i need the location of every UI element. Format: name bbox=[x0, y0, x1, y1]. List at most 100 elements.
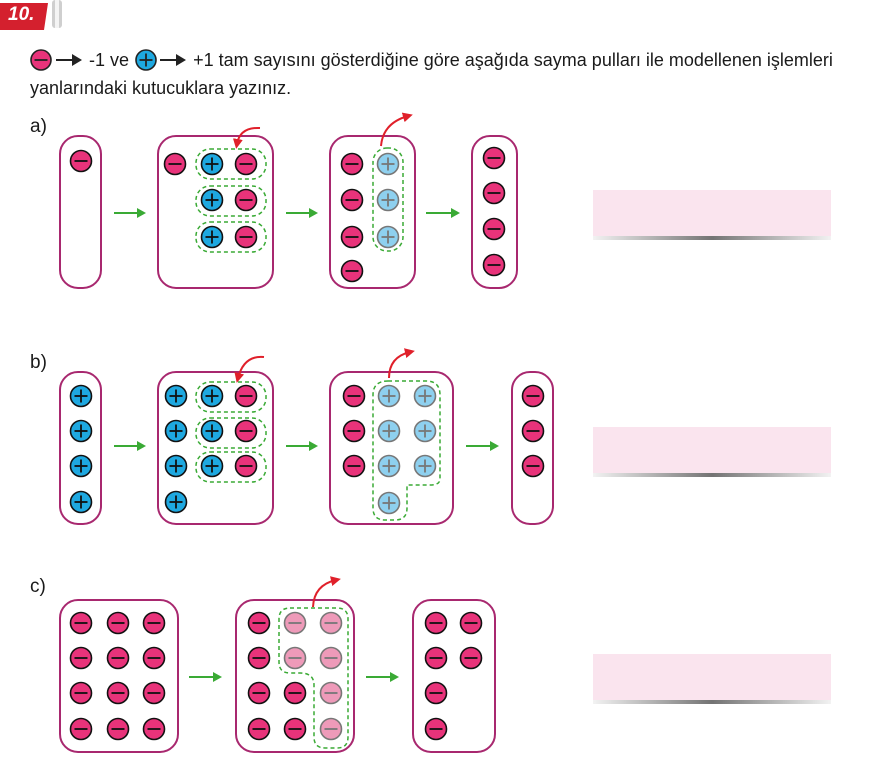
negative-chip bbox=[69, 611, 93, 635]
negative-chip bbox=[521, 454, 545, 478]
zero-pair-group bbox=[195, 221, 267, 253]
negative-chip bbox=[340, 188, 364, 212]
part-a-label: a) bbox=[30, 116, 47, 137]
negative-chip bbox=[482, 217, 506, 241]
question-prompt: -1 ve +1 tam sayısını gösterdiğine göre … bbox=[30, 46, 875, 102]
a-box-2 bbox=[157, 135, 274, 289]
step-arrow bbox=[114, 441, 146, 451]
negative-chip bbox=[424, 646, 448, 670]
c-box-1 bbox=[59, 599, 179, 753]
negative-chip bbox=[247, 646, 271, 670]
step-arrow bbox=[286, 441, 318, 451]
question-badge bbox=[0, 0, 62, 30]
negative-chip bbox=[69, 717, 93, 741]
step-arrow bbox=[426, 208, 460, 218]
removed-negative-chip bbox=[283, 611, 307, 635]
negative-chip bbox=[459, 611, 483, 635]
plus-chip-icon bbox=[135, 49, 157, 71]
zero-pair-group bbox=[195, 185, 267, 217]
negative-chip bbox=[234, 152, 258, 176]
a-box-3 bbox=[329, 135, 416, 289]
removed-negative-chip bbox=[319, 717, 343, 741]
a-box-1 bbox=[59, 135, 102, 289]
zero-pair-group bbox=[195, 148, 267, 180]
negative-chip bbox=[340, 152, 364, 176]
negative-chip bbox=[234, 188, 258, 212]
positive-chip bbox=[200, 225, 224, 249]
negative-chip bbox=[283, 717, 307, 741]
removed-group-outline bbox=[278, 607, 349, 749]
negative-chip bbox=[234, 419, 258, 443]
positive-chip bbox=[200, 384, 224, 408]
negative-chip bbox=[142, 646, 166, 670]
minus-chip-icon bbox=[30, 49, 52, 71]
negative-chip bbox=[234, 225, 258, 249]
negative-chip bbox=[142, 611, 166, 635]
removed-group-outline bbox=[372, 147, 404, 252]
negative-chip bbox=[342, 384, 366, 408]
negative-chip bbox=[106, 717, 130, 741]
positive-chip bbox=[200, 454, 224, 478]
removed-negative-chip bbox=[283, 646, 307, 670]
negative-chip bbox=[482, 181, 506, 205]
positive-chip bbox=[164, 454, 188, 478]
removal-arrow bbox=[380, 112, 413, 147]
removed-group-outline bbox=[372, 380, 441, 521]
negative-chip bbox=[69, 149, 93, 173]
removed-negative-chip bbox=[319, 681, 343, 705]
zero-pair-group bbox=[195, 381, 267, 413]
removal-arrow bbox=[232, 126, 261, 149]
answer-box-c[interactable] bbox=[593, 654, 831, 704]
negative-chip bbox=[340, 225, 364, 249]
b-box-3 bbox=[329, 371, 454, 525]
negative-chip bbox=[424, 717, 448, 741]
negative-chip bbox=[247, 681, 271, 705]
positive-chip bbox=[69, 384, 93, 408]
zero-pair-group bbox=[195, 451, 267, 483]
step-arrow bbox=[466, 441, 499, 451]
answer-box-a[interactable] bbox=[593, 190, 831, 240]
step-arrow bbox=[114, 208, 146, 218]
negative-chip bbox=[106, 681, 130, 705]
negative-chip bbox=[521, 384, 545, 408]
step-arrow bbox=[366, 672, 399, 682]
positive-chip bbox=[200, 152, 224, 176]
negative-chip bbox=[342, 419, 366, 443]
c-box-2 bbox=[235, 599, 355, 753]
negative-chip bbox=[340, 259, 364, 283]
positive-chip bbox=[200, 419, 224, 443]
removed-positive-chip bbox=[377, 454, 401, 478]
negative-chip bbox=[247, 717, 271, 741]
negative-chip bbox=[424, 611, 448, 635]
negative-chip bbox=[424, 681, 448, 705]
negative-chip bbox=[234, 384, 258, 408]
positive-chip bbox=[69, 419, 93, 443]
b-box-4 bbox=[511, 371, 554, 525]
removed-positive-chip bbox=[413, 384, 437, 408]
negative-chip bbox=[459, 646, 483, 670]
removed-negative-chip bbox=[319, 611, 343, 635]
positive-chip bbox=[69, 490, 93, 514]
negative-chip bbox=[482, 146, 506, 170]
removal-arrow bbox=[388, 348, 415, 379]
negative-chip bbox=[69, 646, 93, 670]
prompt-text-positive: +1 tam sayısını gösterdiğine göre aşağıd… bbox=[30, 50, 833, 98]
negative-chip bbox=[283, 681, 307, 705]
negative-chip bbox=[142, 681, 166, 705]
negative-chip bbox=[482, 253, 506, 277]
negative-chip bbox=[521, 419, 545, 443]
positive-chip bbox=[164, 419, 188, 443]
negative-chip bbox=[142, 717, 166, 741]
zero-pair-group bbox=[195, 417, 267, 449]
negative-chip bbox=[106, 611, 130, 635]
removed-positive-chip bbox=[377, 491, 401, 515]
positive-chip bbox=[69, 454, 93, 478]
arrow-icon bbox=[56, 54, 82, 66]
removal-arrow bbox=[234, 355, 265, 383]
answer-box-b[interactable] bbox=[593, 427, 831, 477]
negative-chip bbox=[163, 152, 187, 176]
part-b-label: b) bbox=[30, 352, 47, 373]
negative-chip bbox=[234, 454, 258, 478]
negative-chip bbox=[247, 611, 271, 635]
